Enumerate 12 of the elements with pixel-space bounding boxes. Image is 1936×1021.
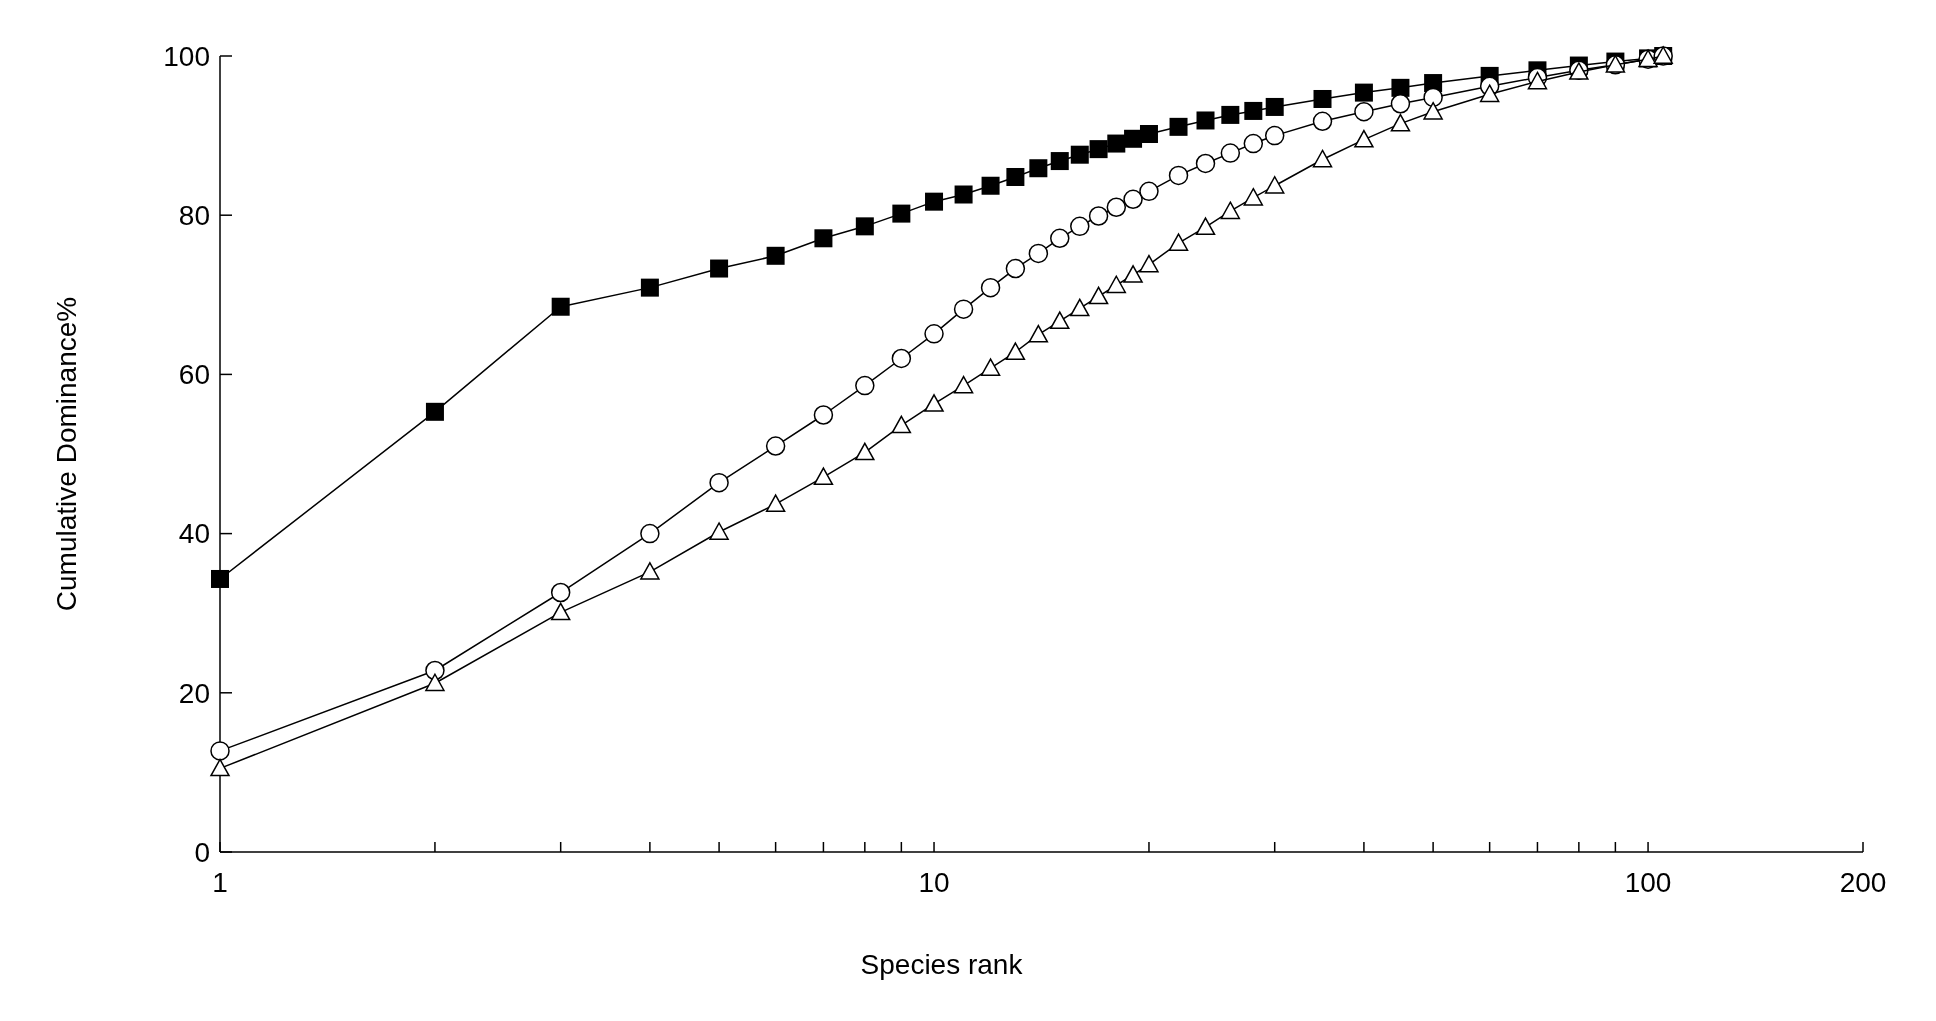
y-tick-label: 80 (178, 200, 210, 231)
x-tick-label: 100 (1624, 867, 1672, 898)
x-tick-label: 200 (1839, 867, 1887, 898)
y-tick-label: 0 (194, 836, 210, 868)
y-tick-label: 60 (178, 359, 210, 391)
y-tick-label: 40 (178, 518, 210, 550)
x-tick-label: 10 (918, 867, 950, 898)
y-axis-title: Cumulative Dominance% (51, 296, 82, 612)
x-tick-label: 1 (212, 867, 228, 898)
y-tick-label: 100 (163, 40, 210, 72)
y-tick-label: 20 (178, 677, 210, 709)
x-axis-title: Species rank (860, 949, 1024, 980)
